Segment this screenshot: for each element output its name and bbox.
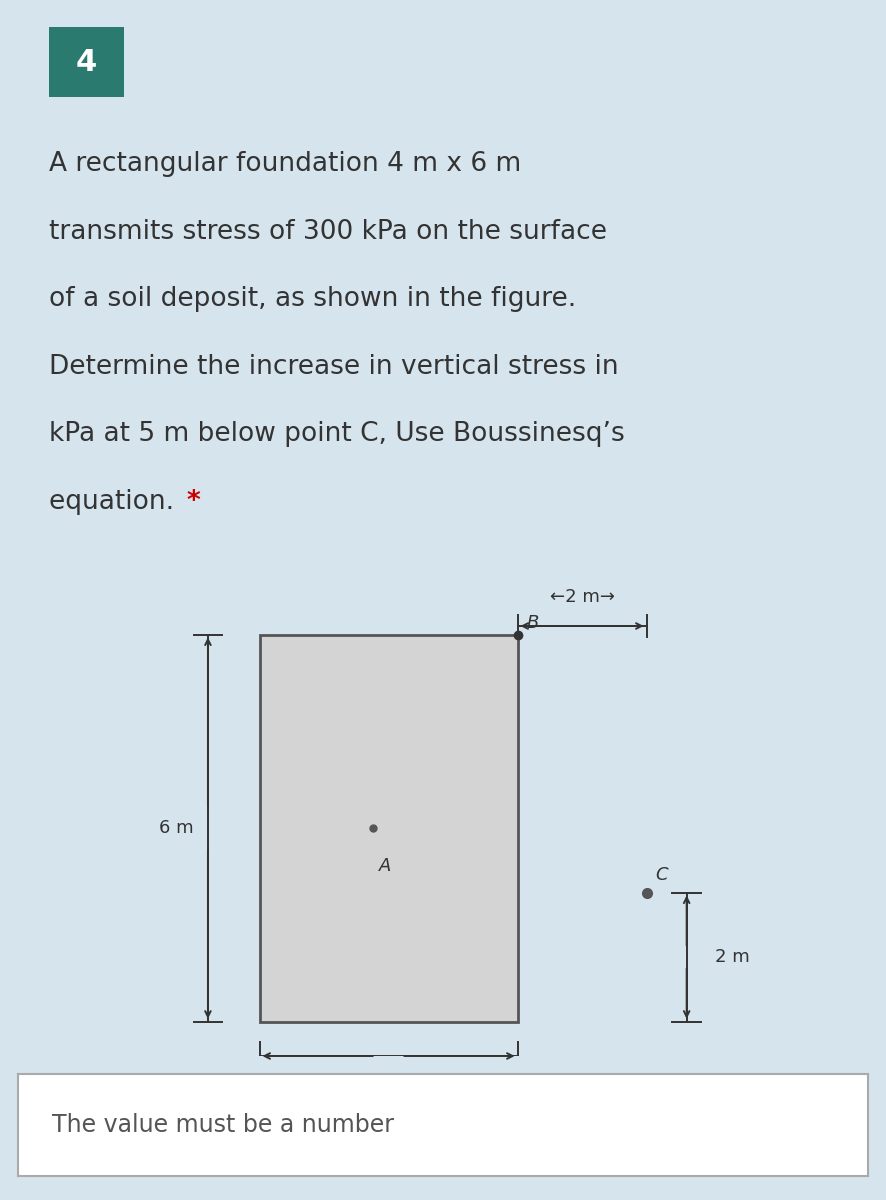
Text: A rectangular foundation 4 m x 6 m: A rectangular foundation 4 m x 6 m [49,151,521,178]
Text: transmits stress of 300 kPa on the surface: transmits stress of 300 kPa on the surfa… [49,218,607,245]
Bar [49,26,124,97]
Text: 4 m: 4 m [371,1082,406,1099]
Text: A: A [379,857,391,875]
Text: of a soil deposit, as shown in the figure.: of a soil deposit, as shown in the figur… [49,286,576,312]
Text: *: * [186,488,200,515]
Text: kPa at 5 m below point C, Use Boussinesq’s: kPa at 5 m below point C, Use Boussinesq… [49,421,625,448]
Text: B: B [526,613,539,631]
Text: 6 m: 6 m [159,820,194,838]
Text: ←2 m→: ←2 m→ [549,588,615,606]
Text: 2 m: 2 m [715,948,750,966]
Text: equation.: equation. [49,488,183,515]
Text: C: C [655,866,668,884]
Bar [260,635,517,1021]
Text: The value must be a number: The value must be a number [51,1114,393,1138]
Text: 4: 4 [76,48,97,77]
Text: Determine the increase in vertical stress in: Determine the increase in vertical stres… [49,354,618,379]
